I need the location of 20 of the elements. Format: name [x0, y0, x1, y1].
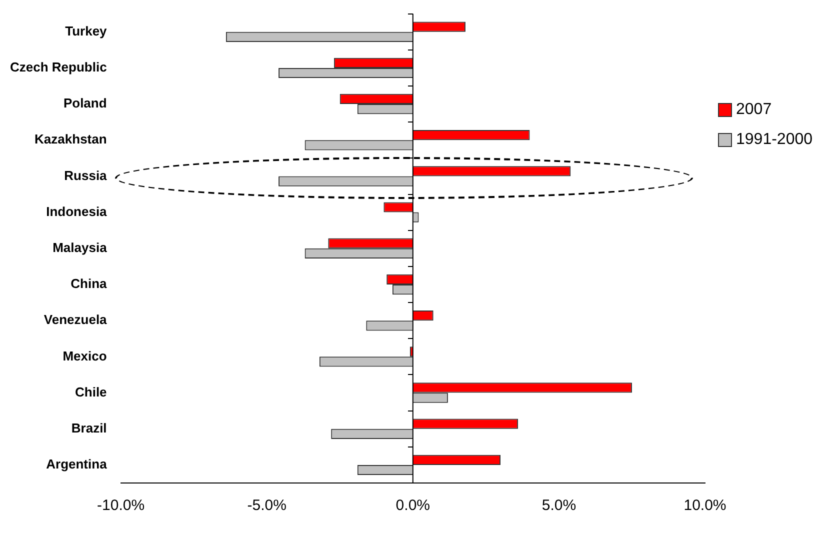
y-tick-label: Indonesia: [46, 204, 108, 219]
x-tick-label: 10.0%: [684, 497, 726, 514]
x-tick-label: -5.0%: [247, 497, 286, 514]
y-tick-label: Poland: [63, 96, 107, 111]
legend-label: 2007: [736, 101, 772, 119]
y-tick-label: China: [70, 276, 108, 292]
y-tick-label: Turkey: [65, 23, 108, 38]
legend-label: 1991-2000: [736, 131, 813, 149]
y-tick-label: Brazil: [71, 420, 107, 436]
x-tick-label: 5.0%: [542, 497, 576, 514]
y-tick-label: Czech Republic: [10, 60, 107, 75]
y-tick-label: Argentina: [46, 456, 108, 472]
x-tick-label: 0.0%: [396, 497, 430, 514]
y-tick-label: Russia: [64, 168, 108, 183]
y-tick-label: Chile: [75, 384, 107, 400]
y-tick-label: Venezuela: [44, 312, 108, 328]
y-tick-label: Kazakhstan: [34, 132, 107, 147]
y-tick-label: Malaysia: [52, 240, 108, 255]
x-tick-label: -10.0%: [97, 497, 145, 514]
y-tick-label: Mexico: [62, 348, 107, 364]
